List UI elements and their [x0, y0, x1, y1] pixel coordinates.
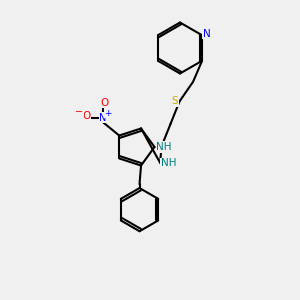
Text: S: S: [172, 96, 178, 106]
Text: O: O: [100, 98, 108, 108]
Text: −: −: [75, 106, 83, 116]
Text: +: +: [104, 109, 112, 118]
Text: NH: NH: [161, 158, 176, 168]
Text: N: N: [99, 112, 106, 122]
Text: O: O: [82, 111, 90, 121]
Text: NH: NH: [156, 142, 172, 152]
Text: N: N: [203, 29, 211, 39]
